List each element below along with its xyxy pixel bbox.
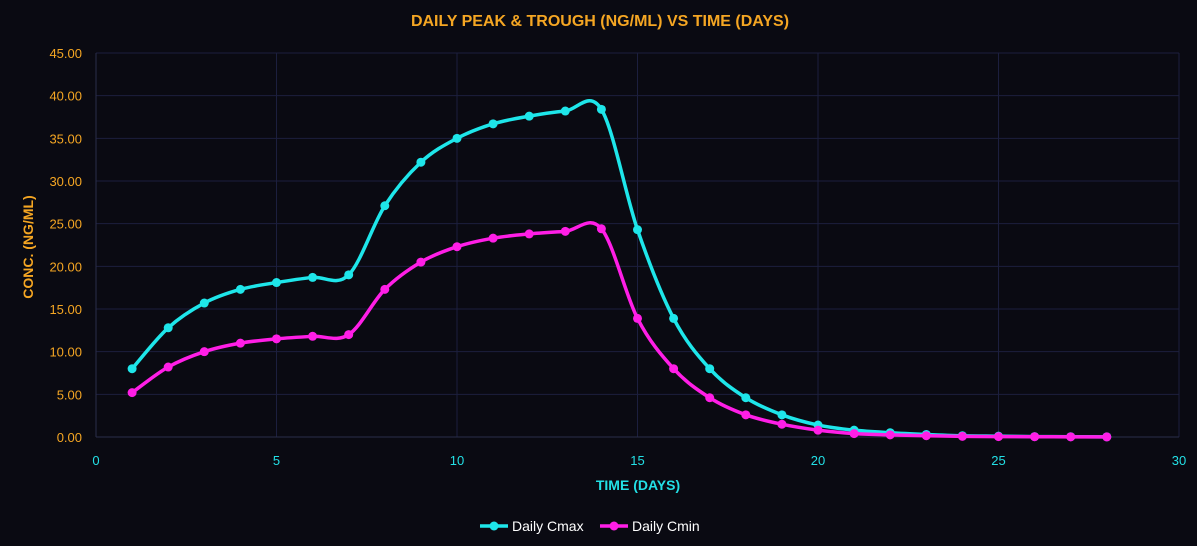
legend-label: Daily Cmax [512, 518, 584, 534]
x-tick-label: 20 [811, 453, 825, 468]
data-point-daily-cmin[interactable] [380, 284, 390, 294]
data-point-daily-cmin[interactable] [272, 334, 281, 344]
series-layer [127, 99, 1112, 442]
data-point-daily-cmin[interactable] [1030, 432, 1040, 442]
y-tick-label: 45.00 [49, 46, 82, 61]
data-point-daily-cmin[interactable] [560, 226, 570, 236]
data-point-daily-cmin[interactable] [633, 313, 642, 323]
x-tick-label: 0 [92, 453, 99, 468]
data-point-daily-cmax[interactable] [669, 313, 679, 323]
data-point-daily-cmin[interactable] [199, 347, 209, 357]
series-line-daily-cmin [130, 221, 1109, 439]
legend: Daily Cmax Daily Cmin [480, 518, 700, 534]
y-tick-label: 30.00 [49, 174, 82, 189]
data-point-daily-cmin[interactable] [813, 425, 823, 435]
data-point-daily-cmin[interactable] [596, 224, 606, 234]
x-tick-label: 5 [273, 453, 280, 468]
legend-item-daily-cmax[interactable]: Daily Cmax [480, 518, 584, 534]
data-point-daily-cmax[interactable] [163, 323, 173, 333]
y-tick-label: 15.00 [49, 302, 82, 317]
data-point-daily-cmin[interactable] [1102, 432, 1112, 442]
x-tick-label: 15 [630, 453, 644, 468]
legend-item-daily-cmin[interactable]: Daily Cmin [600, 518, 700, 534]
data-point-daily-cmax[interactable] [272, 278, 281, 288]
data-point-daily-cmin[interactable] [957, 431, 967, 441]
data-point-daily-cmax[interactable] [741, 393, 751, 403]
data-point-daily-cmax[interactable] [488, 119, 498, 129]
data-point-daily-cmin[interactable] [308, 331, 318, 341]
data-point-daily-cmax[interactable] [596, 104, 606, 114]
data-point-daily-cmin[interactable] [524, 229, 534, 239]
data-point-daily-cmax[interactable] [416, 157, 426, 167]
legend-marker [489, 521, 499, 531]
y-tick-label: 40.00 [49, 89, 82, 104]
data-point-daily-cmax[interactable] [524, 111, 534, 121]
data-point-daily-cmin[interactable] [669, 364, 679, 374]
data-point-daily-cmin[interactable] [452, 242, 462, 252]
data-point-daily-cmax[interactable] [380, 201, 390, 211]
data-point-daily-cmax[interactable] [560, 106, 570, 116]
data-point-daily-cmin[interactable] [344, 330, 354, 340]
data-point-daily-cmin[interactable] [1066, 432, 1076, 442]
data-point-daily-cmax[interactable] [777, 410, 787, 420]
y-tick-label: 20.00 [49, 259, 82, 274]
chart-title: DAILY PEAK & TROUGH (NG/ML) VS TIME (DAY… [411, 13, 789, 30]
x-tick-label: 30 [1172, 453, 1186, 468]
x-tick-label: 10 [450, 453, 464, 468]
series-daily-cmin [127, 221, 1112, 442]
legend-marker [609, 521, 619, 531]
data-point-daily-cmin[interactable] [849, 429, 859, 439]
y-tick-label: 25.00 [49, 217, 82, 232]
grid [96, 52, 1180, 437]
data-point-daily-cmax[interactable] [705, 364, 715, 374]
tick-labels: 0.00 5.00 10.00 15.00 20.00 25.00 30.00 35.00 40… [49, 46, 1186, 468]
data-point-daily-cmin[interactable] [741, 410, 751, 420]
data-point-daily-cmin[interactable] [921, 431, 931, 441]
data-point-daily-cmin[interactable] [705, 393, 715, 403]
data-point-daily-cmin[interactable] [488, 233, 498, 243]
y-axis-title: CONC. (NG/ML) [20, 195, 36, 298]
x-tick-label: 25 [991, 453, 1005, 468]
data-point-daily-cmin[interactable] [416, 257, 426, 267]
x-axis-title: TIME (DAYS) [596, 477, 680, 493]
data-point-daily-cmin[interactable] [163, 362, 173, 372]
y-tick-label: 0.00 [57, 430, 82, 445]
data-point-daily-cmax[interactable] [344, 270, 354, 280]
y-tick-label: 35.00 [49, 131, 82, 146]
data-point-daily-cmax[interactable] [308, 272, 318, 282]
data-point-daily-cmax[interactable] [127, 364, 137, 374]
data-point-daily-cmax[interactable] [633, 225, 642, 235]
data-point-daily-cmin[interactable] [127, 388, 137, 398]
data-point-daily-cmax[interactable] [199, 298, 209, 308]
data-point-daily-cmin[interactable] [885, 430, 895, 440]
y-tick-label: 10.00 [49, 345, 82, 360]
y-tick-label: 5.00 [57, 387, 82, 402]
data-point-daily-cmax[interactable] [452, 133, 462, 143]
legend-label: Daily Cmin [632, 518, 700, 534]
data-point-daily-cmin[interactable] [994, 432, 1003, 442]
data-point-daily-cmin[interactable] [235, 338, 245, 348]
data-point-daily-cmax[interactable] [235, 284, 245, 294]
data-point-daily-cmin[interactable] [777, 419, 787, 429]
